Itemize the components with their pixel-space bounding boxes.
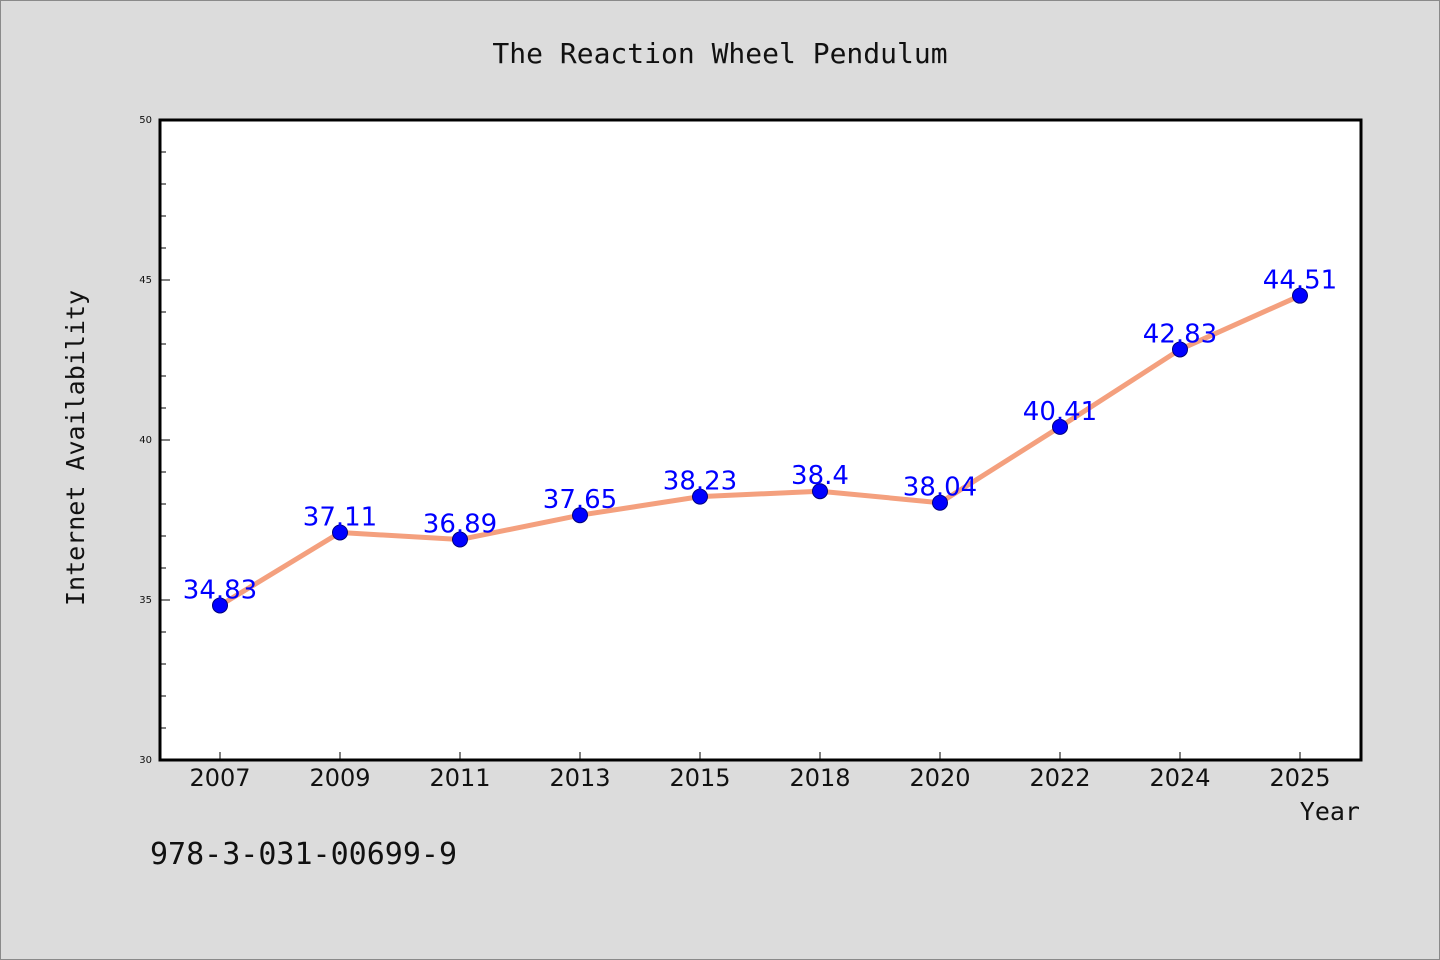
data-point-marker	[572, 507, 588, 524]
data-label-layer: 34.83 37.11 36.89 37.65 38.23 38.4 38.04 40.41 4…	[183, 266, 1337, 606]
y-axis: 30 35 40 45 50	[139, 115, 170, 766]
x-tick-label: 2018	[789, 764, 850, 792]
data-label: 40.41	[1023, 397, 1097, 427]
y-tick-label: 35	[139, 595, 152, 606]
data-point-marker	[932, 494, 948, 511]
y-tick-label: 40	[139, 435, 152, 446]
data-point-marker	[452, 531, 468, 548]
data-point-marker	[1172, 341, 1188, 358]
x-tick-label: 2013	[549, 764, 610, 792]
x-tick-label: 2024	[1149, 764, 1210, 792]
data-label: 42.83	[1143, 319, 1217, 349]
x-tick-label: 2007	[189, 764, 250, 792]
series-line	[217, 293, 1303, 608]
data-point-marker	[1292, 287, 1308, 304]
x-tick-label: 2020	[909, 764, 970, 792]
data-point-marker	[692, 488, 708, 505]
y-tick-label: 30	[139, 755, 152, 766]
x-tick-label: 2025	[1269, 764, 1330, 792]
x-axis: 2007 2009 2011 2013 2015 2018 2020 2022 2024 2025	[189, 752, 1331, 792]
data-label: 34.83	[183, 575, 257, 605]
isbn-footer: 978-3-031-00699-9	[150, 837, 457, 872]
x-tick-label: 2022	[1029, 764, 1090, 792]
marker-layer	[212, 287, 1308, 614]
data-point-marker	[812, 483, 828, 500]
data-label: 38.4	[791, 461, 849, 491]
x-tick-label: 2015	[669, 764, 730, 792]
y-axis-label: Internet Availability	[61, 290, 90, 606]
x-axis-label: Year	[1300, 797, 1360, 826]
data-label: 38.04	[903, 473, 977, 503]
data-point-marker	[332, 524, 348, 541]
x-tick-label: 2011	[429, 764, 490, 792]
y-tick-label: 50	[139, 115, 152, 126]
x-tick-label: 2009	[309, 764, 370, 792]
data-label: 38.23	[663, 467, 737, 497]
data-label: 37.65	[543, 485, 617, 515]
plot-area	[158, 118, 1363, 762]
data-point-marker	[212, 597, 228, 614]
chart-title: The Reaction Wheel Pendulum	[492, 37, 947, 70]
data-label: 37.11	[303, 502, 377, 532]
y-tick-label: 45	[139, 275, 152, 286]
data-point-marker	[1052, 418, 1068, 435]
data-label: 44.51	[1263, 266, 1337, 296]
data-label: 36.89	[423, 510, 497, 540]
series-layer	[217, 293, 1303, 608]
